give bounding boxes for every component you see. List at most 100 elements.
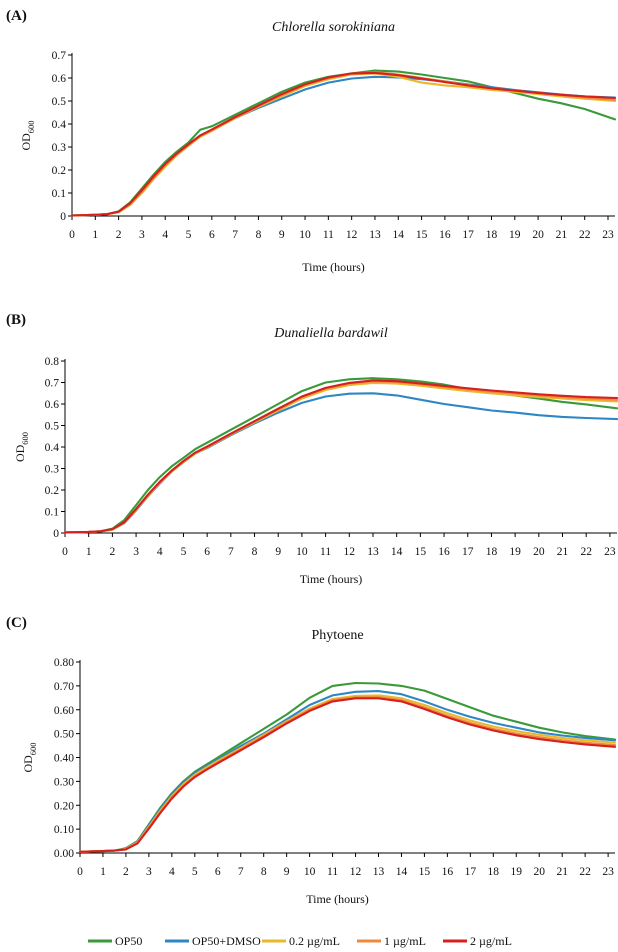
x-tick-label: 18 xyxy=(486,229,498,241)
legend-item: 2 µg/mL xyxy=(443,934,512,948)
y-tick-label: 0 xyxy=(53,528,59,540)
series-line-op50 xyxy=(63,377,618,534)
y-tick-label: 0.5 xyxy=(52,96,67,108)
x-tick-label: 3 xyxy=(139,229,145,241)
x-tick-label: 1 xyxy=(86,546,92,558)
chart-panel-1: (A) Chlorella sorokiniana 0 0.1 0.2 0.3 0.4 0.5… xyxy=(6,8,617,274)
x-tick-label: 0 xyxy=(62,546,68,558)
y-tick-label: 0.2 xyxy=(45,485,60,497)
y-tick-label: 0.1 xyxy=(45,507,60,519)
x-tick-label: 20 xyxy=(533,866,545,878)
chart-title: Phytoene xyxy=(311,628,363,643)
x-tick-label: 19 xyxy=(509,546,521,558)
x-tick-label: 14 xyxy=(396,866,408,878)
series-line-2-g-ml xyxy=(63,379,618,534)
y-tick-label: 0.6 xyxy=(45,399,60,411)
x-tick-label: 16 xyxy=(439,229,451,241)
panels-group: (A) Chlorella sorokiniana 0 0.1 0.2 0.3 0.4 0.5… xyxy=(6,8,618,906)
x-tick-label: 10 xyxy=(299,229,311,241)
x-tick-label: 1 xyxy=(92,229,98,241)
series-line-op50-dmso xyxy=(63,392,618,534)
x-tick-label: 15 xyxy=(419,866,431,878)
x-tick-label: 5 xyxy=(192,866,198,878)
y-tick-label: 0.3 xyxy=(45,464,60,476)
x-tick-label: 12 xyxy=(344,546,356,558)
x-tick-label: 13 xyxy=(367,546,379,558)
x-tick-label: 21 xyxy=(556,229,568,241)
y-tick-label: 0.30 xyxy=(54,776,74,788)
series-line-0-2-g-ml xyxy=(63,381,618,534)
panel-letter: (A) xyxy=(6,8,27,24)
x-axis-label: Time (hours) xyxy=(302,260,365,274)
y-axis-label-subscript: 600 xyxy=(26,120,36,133)
legend-label: 2 µg/mL xyxy=(470,934,512,948)
x-tick-label: 0 xyxy=(69,229,75,241)
x-tick-label: 3 xyxy=(133,546,139,558)
series-line-op50 xyxy=(78,681,617,853)
x-axis-label: Time (hours) xyxy=(306,892,369,906)
panel-letter: (B) xyxy=(6,312,26,328)
x-tick-label: 5 xyxy=(181,546,187,558)
x-tick-label: 13 xyxy=(369,229,381,241)
x-tick-label: 21 xyxy=(557,546,569,558)
x-tick-label: 23 xyxy=(602,866,614,878)
x-tick-label: 2 xyxy=(116,229,122,241)
x-tick-label: 21 xyxy=(556,866,568,878)
x-tick-label: 6 xyxy=(204,546,210,558)
x-tick-label: 12 xyxy=(350,866,362,878)
x-tick-label: 12 xyxy=(346,229,358,241)
x-tick-label: 4 xyxy=(162,229,168,241)
x-tick-label: 6 xyxy=(215,866,221,878)
y-tick-label: 0.1 xyxy=(52,188,67,200)
x-tick-label: 16 xyxy=(442,866,454,878)
y-tick-label: 0.10 xyxy=(54,824,74,836)
x-tick-label: 11 xyxy=(320,546,331,558)
x-tick-label: 22 xyxy=(579,229,591,241)
x-tick-label: 23 xyxy=(602,229,614,241)
x-tick-label: 14 xyxy=(393,229,405,241)
x-tick-label: 9 xyxy=(279,229,285,241)
x-tick-label: 17 xyxy=(462,546,474,558)
panel-letter: (C) xyxy=(6,615,27,631)
y-tick-label: 0.7 xyxy=(45,378,60,390)
x-tick-label: 2 xyxy=(110,546,116,558)
x-tick-label: 5 xyxy=(186,229,192,241)
legend-label: 0.2 µg/mL xyxy=(289,934,340,948)
series-line-op50-dmso xyxy=(78,690,617,853)
x-tick-label: 17 xyxy=(465,866,477,878)
x-tick-label: 7 xyxy=(228,546,234,558)
x-tick-label: 4 xyxy=(169,866,175,878)
x-tick-label: 1 xyxy=(100,866,106,878)
x-tick-label: 14 xyxy=(391,546,403,558)
x-tick-label: 22 xyxy=(580,546,592,558)
y-axis-label-subscript: 600 xyxy=(28,742,38,755)
x-tick-label: 10 xyxy=(296,546,308,558)
y-tick-label: 0.3 xyxy=(52,142,67,154)
y-tick-label: 0.70 xyxy=(54,681,74,693)
y-tick-label: 0.6 xyxy=(52,73,67,85)
y-tick-label: 0 xyxy=(60,211,66,223)
x-tick-label: 11 xyxy=(327,866,338,878)
x-tick-label: 2 xyxy=(123,866,129,878)
legend-label: OP50+DMSO xyxy=(192,934,261,948)
y-tick-label: 0.2 xyxy=(52,165,67,177)
y-axis-label: OD600 xyxy=(21,742,38,772)
chart-title: Dunaliella bardawil xyxy=(273,326,388,341)
y-axis-label-main: OD xyxy=(19,133,33,151)
series-line-1-g-ml xyxy=(63,380,618,534)
x-tick-label: 22 xyxy=(579,866,591,878)
legend-label: 1 µg/mL xyxy=(384,934,426,948)
legend: OP50 OP50+DMSO 0.2 µg/mL 1 µg/mL 2 µg/mL xyxy=(88,934,512,948)
x-tick-label: 19 xyxy=(511,866,523,878)
x-tick-label: 8 xyxy=(256,229,262,241)
y-axis-label-main: OD xyxy=(21,755,35,773)
x-tick-label: 15 xyxy=(415,546,427,558)
legend-item: OP50 xyxy=(88,934,142,948)
chart-panel-2: (B) Dunaliella bardawil 0 0.1 0.2 0.3 0.4 0.5 0.… xyxy=(6,312,618,586)
chart-title: Chlorella sorokiniana xyxy=(272,20,395,35)
x-tick-label: 13 xyxy=(373,866,385,878)
y-tick-label: 0.50 xyxy=(54,729,74,741)
legend-label: OP50 xyxy=(115,934,142,948)
series-line-1-g-ml xyxy=(78,696,617,853)
